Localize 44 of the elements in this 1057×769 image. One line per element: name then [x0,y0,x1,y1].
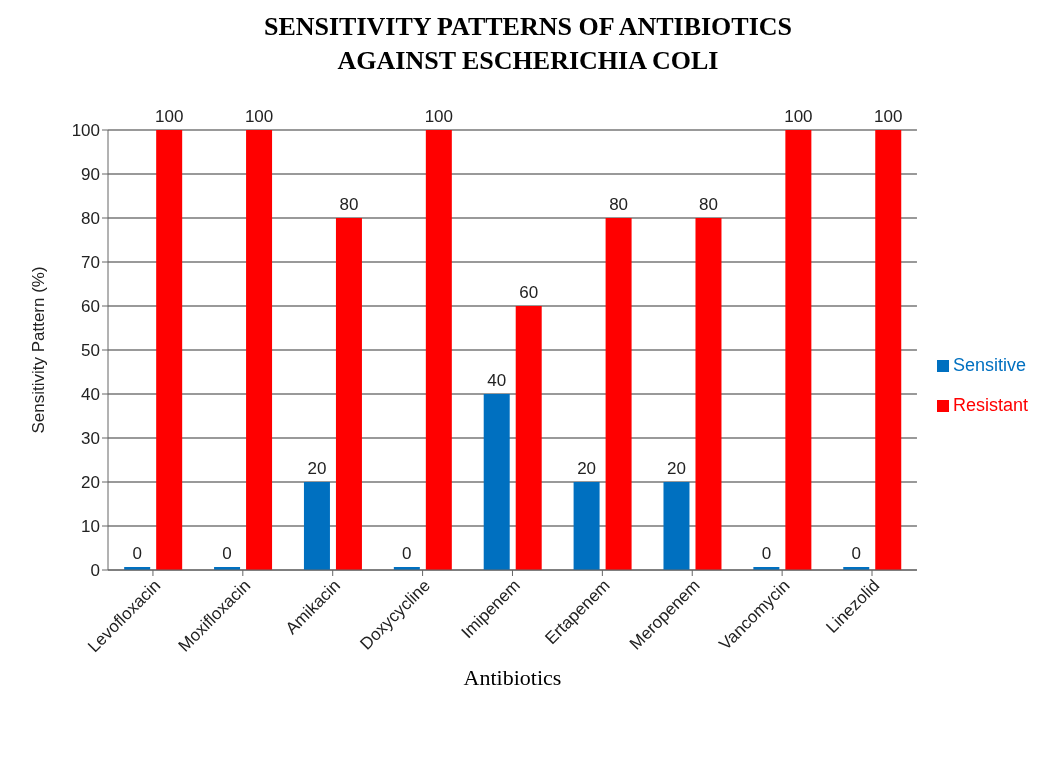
y-axis-title: Sensitivity Pattern (%) [29,266,49,434]
y-tick-label: 80 [81,209,100,229]
bar [425,130,452,570]
data-label: 20 [307,459,327,478]
y-tick-label: 10 [81,517,100,537]
data-label: 20 [577,459,597,478]
data-label: 0 [222,544,232,563]
bar [335,218,362,570]
data-label: 100 [244,107,274,126]
bar [246,130,273,570]
y-tick-label: 90 [81,165,100,185]
data-label: 100 [784,107,813,126]
x-axis-title: Antibiotics [463,665,562,690]
y-tick-label: 60 [81,297,100,317]
data-label: 60 [519,283,539,302]
data-label: 80 [699,195,718,214]
data-label: 100 [154,107,184,126]
bar [605,218,632,570]
y-tick-label: 70 [81,253,100,273]
data-label: 0 [761,544,772,563]
data-label: 0 [132,544,142,563]
bar [695,218,722,570]
y-tick-label: 50 [81,341,100,361]
y-tick-label: 20 [81,473,100,493]
bar [875,130,902,570]
data-label: 100 [424,107,454,126]
bar [156,130,183,570]
data-label: 0 [851,544,861,563]
data-label: 80 [609,195,629,214]
bar [483,394,510,570]
y-tick-label: 100 [71,121,100,141]
y-tick-label: 30 [81,429,100,449]
data-label: 20 [667,459,686,478]
legend-label: Resistant [952,395,1028,415]
bar [515,306,542,570]
bar [785,130,812,570]
legend-label: Sensitive [952,355,1026,375]
data-label: 100 [874,107,903,126]
chart-title: SENSITIVITY PATTERNS OF ANTIBIOTICS AGAINST ESCHERICHIA COLI [262,11,794,77]
data-label: 0 [402,544,412,563]
data-label: 80 [339,195,359,214]
data-label: 40 [487,371,507,390]
y-tick-label: 0 [90,561,100,581]
y-tick-label: 40 [81,385,100,405]
